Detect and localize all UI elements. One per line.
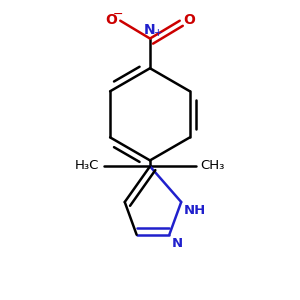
Text: N: N: [144, 23, 156, 37]
Text: H₃C: H₃C: [75, 159, 100, 172]
Text: CH₃: CH₃: [200, 159, 225, 172]
Text: NH: NH: [184, 203, 206, 217]
Text: N: N: [172, 237, 183, 250]
Text: −: −: [112, 8, 123, 21]
Text: +: +: [154, 28, 163, 38]
Text: O: O: [183, 13, 195, 27]
Text: O: O: [105, 13, 117, 27]
